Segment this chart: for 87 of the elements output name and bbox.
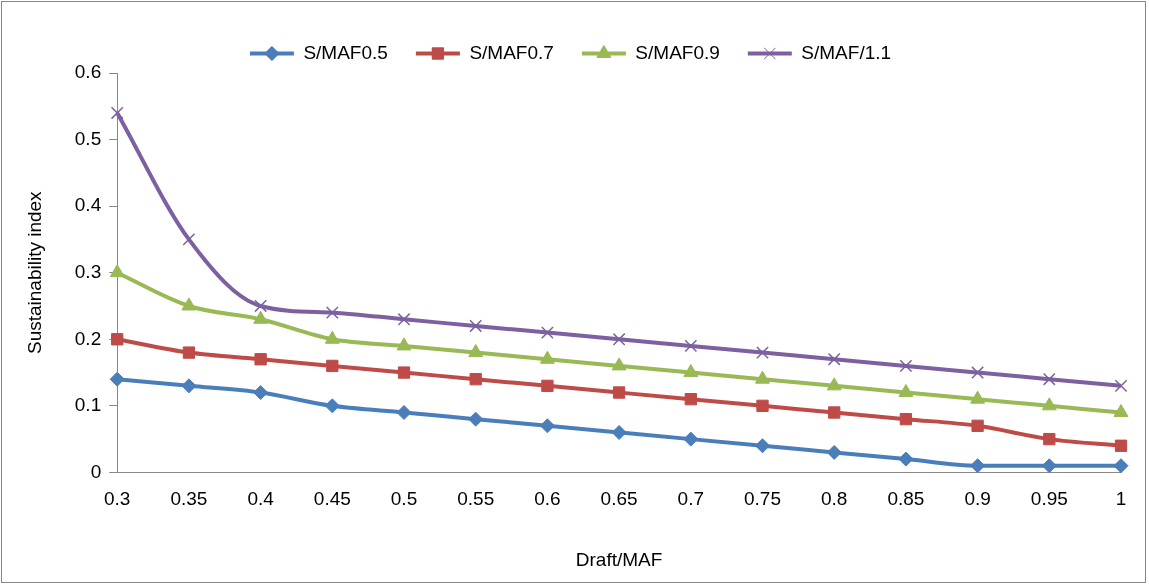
y-tick-label: 0.2: [74, 327, 102, 349]
point: [1113, 458, 1129, 473]
point: [683, 431, 699, 447]
point: [611, 424, 627, 440]
legend-label: S/MAF0.7: [469, 41, 554, 63]
x-tick-label: 0.85: [887, 488, 925, 510]
point: [253, 310, 269, 324]
point: [110, 106, 124, 120]
point: [755, 370, 770, 384]
point: [396, 337, 412, 351]
x-tick-label: 0.45: [313, 488, 351, 510]
point: [396, 404, 412, 420]
point: [253, 385, 269, 401]
point: [181, 297, 197, 311]
point: [826, 377, 842, 391]
x-tick-label: 0.6: [534, 488, 561, 510]
point: [826, 444, 842, 460]
y-tick-label: 0.5: [74, 127, 102, 149]
point: [397, 312, 411, 326]
x-tick-label: 0.5: [390, 488, 418, 510]
point: [611, 357, 627, 371]
y-tick-label: 0.6: [74, 61, 102, 83]
point: [899, 359, 913, 373]
point: [971, 366, 985, 379]
x-tick-label: 1: [1115, 488, 1127, 510]
point: [324, 398, 340, 414]
x-tick-label: 0.95: [1030, 488, 1068, 510]
legend-label: S/MAF/1.1: [801, 41, 892, 63]
point: [1042, 372, 1056, 386]
point: [1041, 397, 1057, 411]
point: [756, 346, 769, 359]
legend-label: S/MAF0.5: [303, 41, 388, 63]
point: [254, 299, 268, 313]
x-tick-label: 0.3: [104, 488, 131, 510]
x-axis-title: Draft/MAF: [575, 548, 663, 570]
x-tick-label: 0.9: [964, 488, 991, 510]
point: [111, 333, 124, 346]
point: [397, 366, 411, 379]
x-tick-label: 0.4: [247, 488, 275, 510]
point: [181, 378, 197, 394]
point: [182, 346, 196, 359]
y-tick-label: 0.1: [74, 394, 102, 416]
point: [254, 353, 267, 366]
point: [1114, 379, 1128, 393]
point: [182, 233, 196, 246]
point: [109, 264, 125, 278]
point: [541, 379, 554, 393]
x-tick-label: 0.7: [677, 488, 705, 510]
point: [898, 451, 914, 467]
y-tick-label: 0.4: [74, 194, 102, 216]
point: [468, 344, 484, 358]
point: [1041, 458, 1057, 473]
point: [612, 332, 626, 346]
point: [828, 406, 841, 419]
point: [970, 458, 986, 473]
point: [612, 386, 626, 399]
point: [755, 438, 770, 454]
point: [326, 359, 339, 373]
y-tick-label: 0: [90, 460, 102, 482]
x-tick-label: 0.8: [820, 488, 848, 510]
point: [1114, 439, 1128, 452]
x-tick-label: 0.75: [744, 488, 781, 510]
point: [971, 419, 984, 432]
point: [109, 371, 125, 387]
x-tick-label: 0.55: [457, 488, 495, 510]
x-tick-label: 0.35: [170, 488, 208, 510]
point: [684, 339, 698, 353]
point: [324, 330, 340, 344]
y-axis-title: Sustainability index: [23, 190, 45, 355]
point: [899, 412, 913, 426]
point: [539, 350, 555, 364]
point: [683, 364, 699, 378]
point: [970, 390, 986, 404]
point: [325, 306, 339, 320]
point: [469, 319, 483, 333]
point: [756, 399, 769, 412]
point: [539, 418, 555, 434]
y-tick-label: 0.3: [74, 260, 102, 282]
point: [468, 411, 484, 427]
point: [541, 326, 554, 340]
point: [469, 373, 482, 386]
point: [827, 352, 841, 366]
point: [684, 393, 697, 406]
point: [898, 384, 914, 398]
point: [1043, 432, 1056, 446]
x-tick-label: 0.65: [600, 488, 638, 510]
legend-label: S/MAF0.9: [635, 41, 720, 63]
